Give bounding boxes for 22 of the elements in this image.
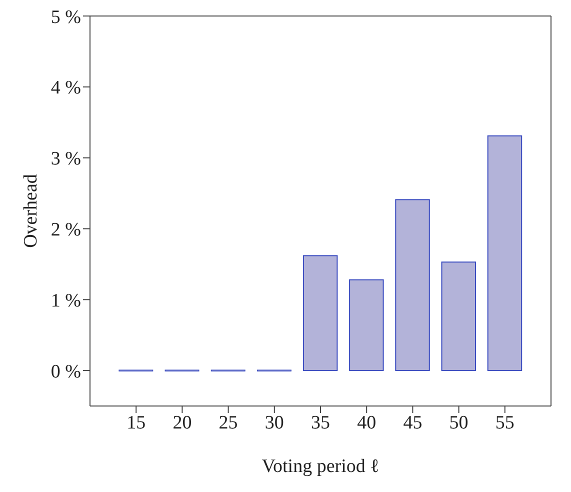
y-tick-label: 3 % [50, 148, 82, 170]
bar [487, 135, 522, 372]
y-tick-label: 5 % [50, 6, 82, 28]
bar [302, 255, 338, 372]
y-axis-title: Overhead [20, 174, 42, 248]
y-tick-label: 1 % [50, 290, 82, 312]
bar [395, 199, 430, 372]
x-axis-title: Voting period ℓ [262, 456, 380, 477]
x-tick-label: 55 [495, 412, 514, 434]
x-tick-label: 30 [264, 412, 284, 434]
y-tick-label: 2 % [50, 219, 82, 240]
y-tick-label: 4 % [50, 78, 82, 99]
x-tick-label: 35 [311, 412, 330, 434]
x-tick-label: 15 [126, 412, 146, 434]
x-tick-label: 50 [449, 412, 468, 434]
x-tick-label: 25 [218, 412, 238, 434]
x-tick-label: 20 [172, 412, 192, 434]
bar [441, 262, 476, 372]
y-tick-label: 0 % [50, 361, 82, 382]
x-tick-label: 40 [357, 412, 376, 434]
x-tick-label: 45 [403, 412, 422, 434]
bar [349, 279, 384, 372]
